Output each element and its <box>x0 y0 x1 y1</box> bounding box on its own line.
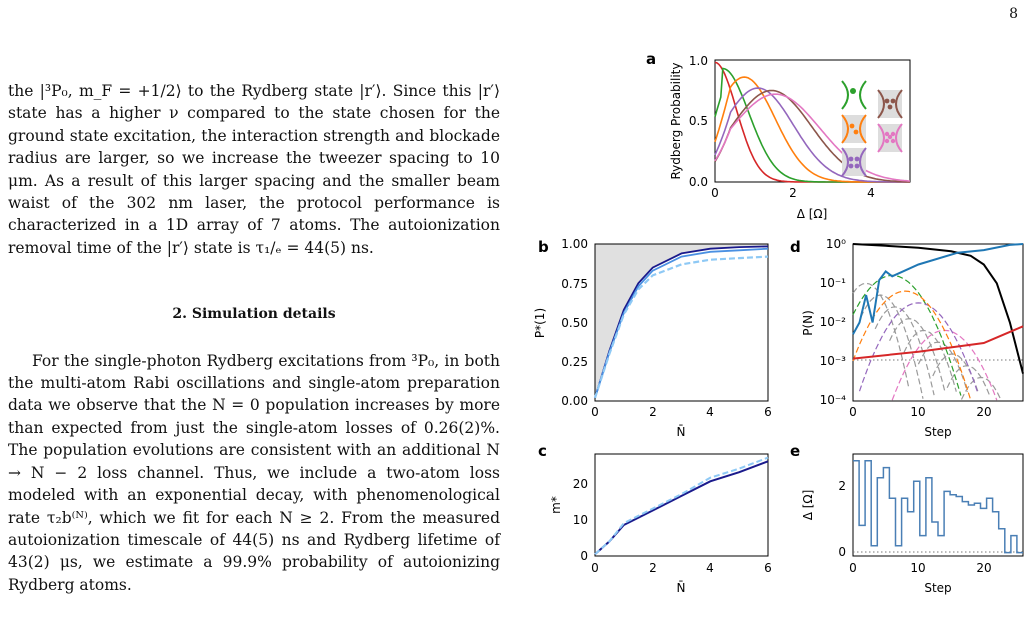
atom-icon-orange <box>841 114 867 144</box>
panel-d-grey-curve <box>960 376 1002 400</box>
b-ytick: 0.50 <box>561 316 588 330</box>
d-ytick: 10⁰ <box>826 237 846 251</box>
d-ytick: 10⁻⁴ <box>820 393 847 407</box>
body-text-column: the |³P₀, m_F = +1/2⟩ to the Rydberg sta… <box>8 80 500 596</box>
a-ytick-0: 0.0 <box>689 175 708 189</box>
e-ytick: 2 <box>838 479 846 493</box>
c-ylabel: m* <box>549 496 563 514</box>
a-xtick-2: 2 <box>789 186 797 200</box>
d-ytick: 10⁻¹ <box>820 276 847 290</box>
panel-b-series-1 <box>594 247 769 399</box>
c-ytick: 0 <box>580 549 588 563</box>
b-ytick: 0.00 <box>561 394 588 408</box>
e-ytick: 0 <box>838 545 846 559</box>
b-xtick: 4 <box>706 405 714 419</box>
d-xlabel: Step <box>924 425 951 439</box>
atom-icon-green <box>841 80 867 110</box>
c-xtick: 6 <box>764 561 772 575</box>
panel-d-grey-curve <box>889 317 946 393</box>
panel-b-curves <box>593 245 769 399</box>
e-xlabel: Step <box>924 581 951 595</box>
panel-d-grey-curve <box>860 294 924 399</box>
atom-icon-pink <box>877 123 903 153</box>
c-ytick: 20 <box>573 477 588 491</box>
panel-d-series-1 <box>852 243 1024 335</box>
panel-d-curves <box>852 243 1024 401</box>
c-ytick: 10 <box>573 513 588 527</box>
figure: a b c d e 0.0 0.5 1.0 0 2 4 Δ [Ω] Rydber… <box>533 50 1024 595</box>
page-number: 8 <box>1009 6 1018 22</box>
panel-d-dashed-2 <box>858 302 978 392</box>
atom-icon-purple <box>841 147 867 177</box>
b-ytick: 0.75 <box>561 277 588 291</box>
atom-icon-brown <box>877 89 903 119</box>
panel-c-series-0 <box>594 460 769 555</box>
panel-label-b: b <box>538 238 549 256</box>
b-xlabel: N̄ <box>677 425 686 439</box>
panel-a-series-4 <box>714 89 911 183</box>
a-xtick-0: 0 <box>711 186 719 200</box>
panel-b-series-2 <box>593 255 769 399</box>
panel-label-e: e <box>790 442 800 460</box>
panel-e-curves <box>853 460 1023 554</box>
a-xtick-4: 4 <box>867 186 875 200</box>
b-xtick: 6 <box>764 405 772 419</box>
a-ytick-1: 0.5 <box>689 114 708 128</box>
section-heading: 2. Simulation details <box>172 306 336 323</box>
c-xtick: 2 <box>649 561 657 575</box>
panel-a-series-3 <box>714 87 910 183</box>
c-xlabel: N̄ <box>677 581 686 595</box>
panel-c-curves <box>594 456 769 555</box>
c-xtick: 0 <box>591 561 599 575</box>
d-ytick: 10⁻² <box>820 315 847 329</box>
a-ytick-2: 1.0 <box>689 54 708 68</box>
panel-d-dashed-3 <box>852 290 972 401</box>
d-xtick: 20 <box>976 405 991 419</box>
panel-d-series-0 <box>852 243 1024 374</box>
panel-e-step-line <box>853 460 1023 554</box>
d-ytick: 10⁻³ <box>820 354 847 368</box>
e-ylabel: Δ [Ω] <box>801 490 815 521</box>
a-xlabel: Δ [Ω] <box>797 207 828 221</box>
atom-icons-inset <box>841 80 903 177</box>
panel-label-a: a <box>646 50 656 68</box>
panel-d-grey-curve <box>903 329 957 392</box>
panel-c: 0 10 20 0 2 4 6 N̄ m* <box>549 453 772 595</box>
panel-e: 0 2 0 10 20 Step Δ [Ω] <box>801 453 1024 595</box>
b-ytick: 0.25 <box>561 355 588 369</box>
panel-label-c: c <box>538 442 547 460</box>
e-xtick: 0 <box>849 561 857 575</box>
e-xtick: 20 <box>976 561 991 575</box>
panel-c-series-1 <box>594 456 769 555</box>
panel-b: 0.00 0.25 0.50 0.75 1.00 0 2 4 6 N̄ P*(1… <box>533 237 772 439</box>
panel-label-d: d <box>790 238 801 256</box>
b-ytick: 1.00 <box>561 237 588 251</box>
panel-a-series-5 <box>714 93 911 182</box>
b-xtick: 2 <box>649 405 657 419</box>
panel-a-curves <box>714 61 911 183</box>
panel-a: 0.0 0.5 1.0 0 2 4 Δ [Ω] Rydberg Probabil… <box>669 54 911 221</box>
b-ylabel: P*(1) <box>533 308 547 338</box>
a-ylabel: Rydberg Probability <box>669 63 683 180</box>
panel-d-dashed-0 <box>852 274 962 396</box>
panel-d-grey-curve <box>852 282 910 388</box>
d-xtick: 10 <box>910 405 925 419</box>
paragraph-2: For the single-photon Rydberg excitation… <box>8 351 500 594</box>
b-xtick: 0 <box>591 405 599 419</box>
panel-d-grey-curve <box>874 306 935 396</box>
panel-d-series-2 <box>852 325 1024 360</box>
panel-a-series-0 <box>714 61 910 183</box>
panel-d: 10⁰ 10⁻¹ 10⁻² 10⁻³ 10⁻⁴ 0 10 20 Step P(N… <box>801 237 1024 439</box>
c-xtick: 4 <box>706 561 714 575</box>
d-ylabel: P(N) <box>801 310 815 336</box>
d-xtick: 0 <box>849 405 857 419</box>
e-xtick: 10 <box>910 561 925 575</box>
paragraph-1: the |³P₀, m_F = +1/2⟩ to the Rydberg sta… <box>8 82 500 257</box>
